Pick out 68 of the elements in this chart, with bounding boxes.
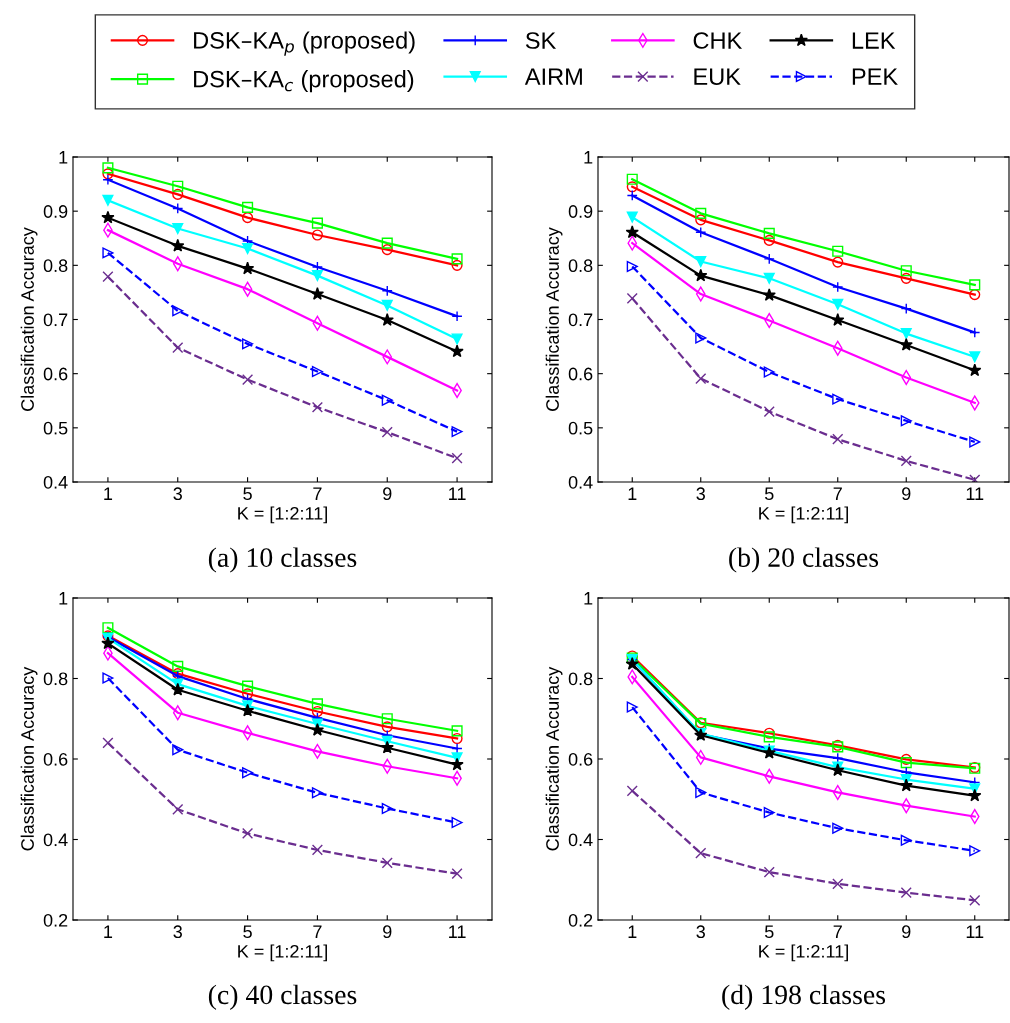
x-tick-label: 7 [833, 487, 842, 500]
y-tick-label: 0.2 [568, 913, 593, 927]
x-tick-label: 1 [628, 925, 637, 938]
y-axis-title: Classification Accuracy [545, 666, 563, 851]
y-tick-label: 0.8 [568, 259, 593, 273]
x-tick-label: 7 [313, 487, 322, 500]
x-tick-label: 1 [628, 487, 637, 500]
x-tick-label: 9 [383, 487, 392, 501]
text: (b) 20 classes [729, 547, 879, 573]
x-axis-title: K = [1:2:11] [759, 944, 848, 962]
y-tick-label: 0.6 [568, 752, 593, 766]
y-axis-title: Classification Accuracy [20, 666, 38, 851]
x-axis-title: K = [1:2:11] [759, 506, 848, 524]
y-axis-title: Classification Accuracy [20, 227, 38, 411]
x-tick-label: 7 [833, 925, 842, 938]
y-tick-label: 0.4 [43, 833, 68, 847]
x-tick-label: 9 [902, 925, 911, 939]
y-tick-label: 0.4 [568, 833, 593, 847]
legend-label: SK [525, 32, 557, 49]
x-tick-label: 3 [696, 487, 705, 501]
y-tick-label: 0.5 [43, 421, 68, 435]
x-tick-label: 1 [104, 487, 113, 500]
x-tick-label: 3 [173, 487, 182, 501]
legend-label: DSK–KA$_{p}$ (proposed) [194, 31, 415, 56]
y-tick-label: 1 [59, 592, 68, 605]
text: (d) 198 classes [722, 984, 886, 1010]
legend-label: PEK [852, 68, 898, 85]
legend-label: LEK [852, 32, 896, 49]
x-tick-label: 11 [966, 487, 984, 500]
legend-label: DSK–KA$_{c}$ (proposed) [194, 70, 414, 93]
text: (a) 10 classes [208, 547, 357, 573]
legend-label: EUK [694, 68, 741, 86]
x-tick-label: 9 [902, 487, 911, 501]
x-axis-title: K = [1:2:11] [238, 944, 327, 962]
y-tick-label: 0.9 [43, 205, 68, 218]
x-tick-label: 9 [383, 925, 392, 939]
x-tick-label: 5 [764, 925, 774, 939]
y-tick-label: 0.8 [43, 672, 68, 686]
x-tick-label: 3 [696, 925, 705, 939]
x-tick-label: 5 [764, 487, 774, 501]
x-tick-label: 11 [449, 925, 466, 938]
y-tick-label: 1 [584, 592, 593, 605]
legend-label: CHK [693, 32, 743, 49]
x-tick-label: 11 [966, 925, 984, 938]
text: (c) 40 classes [208, 984, 357, 1010]
x-axis-title: K = [1:2:11] [238, 506, 327, 524]
x-tick-label: 3 [173, 925, 182, 939]
x-tick-label: 5 [243, 925, 252, 939]
x-tick-label: 7 [313, 925, 322, 938]
y-tick-label: 0.6 [43, 367, 68, 381]
y-tick-label: 0.6 [43, 752, 68, 766]
x-tick-label: 5 [243, 487, 252, 501]
y-tick-label: 0.8 [43, 259, 68, 273]
y-tick-label: 0.4 [568, 475, 593, 489]
y-tick-label: 0.6 [568, 367, 593, 381]
legend-label: AIRM [524, 68, 582, 85]
y-tick-label: 1 [584, 151, 593, 164]
y-tick-label: 0.9 [568, 205, 593, 218]
x-tick-label: 11 [449, 487, 466, 500]
x-tick-label: 1 [104, 925, 113, 938]
y-axis-title: Classification Accuracy [545, 227, 563, 411]
y-tick-label: 0.7 [43, 313, 68, 327]
y-tick-label: 0.7 [568, 313, 593, 327]
y-tick-label: 0.4 [43, 475, 68, 489]
y-tick-label: 0.5 [568, 421, 593, 435]
y-tick-label: 1 [59, 151, 68, 164]
y-tick-label: 0.8 [568, 672, 593, 686]
y-tick-label: 0.2 [43, 913, 68, 927]
